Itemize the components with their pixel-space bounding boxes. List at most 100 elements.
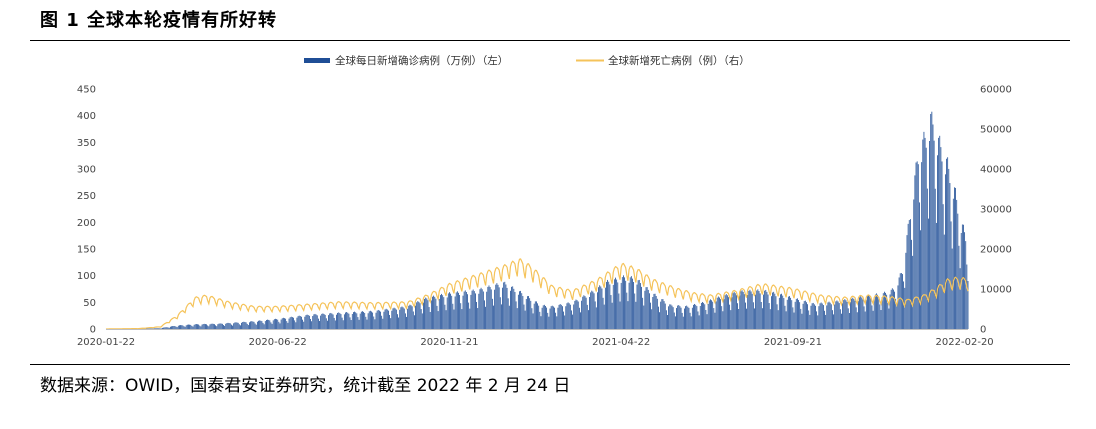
bar-day-351 (502, 287, 503, 329)
bar-day-512 (684, 308, 685, 329)
bar-day-684 (878, 296, 880, 329)
bar-day-169 (296, 317, 298, 329)
bar-day-109 (228, 323, 230, 329)
bar-day-525 (698, 315, 700, 329)
bar-day-234 (369, 310, 371, 329)
bar-day-195 (325, 318, 327, 329)
bar-day-306 (451, 295, 453, 329)
bar-day-148 (272, 320, 274, 329)
bar-day-683 (877, 294, 879, 329)
bar-day-343 (493, 305, 494, 329)
bar-day-205 (337, 312, 338, 329)
bar-day-710 (907, 223, 909, 329)
bar-day-223 (357, 317, 359, 329)
bar-day-655 (845, 300, 847, 329)
bar-day-346 (496, 283, 498, 329)
bar-day-164 (290, 316, 292, 329)
bar-day-399 (556, 316, 558, 329)
bar-day-161 (287, 322, 289, 329)
bar-day-439 (601, 288, 603, 329)
bar-day-313 (459, 295, 461, 329)
bar-day-406 (564, 315, 566, 329)
bar-day-201 (332, 314, 334, 329)
bar-day-142 (266, 319, 267, 329)
bar-day-516 (688, 307, 690, 329)
bar-day-163 (289, 317, 291, 329)
bar-day-514 (686, 305, 688, 329)
bar-day-661 (852, 297, 854, 329)
bar-day-502 (672, 307, 674, 329)
bar-day-632 (819, 303, 821, 329)
bar-day-112 (232, 325, 233, 329)
bar-day-569 (748, 290, 750, 329)
bar-day-722 (921, 162, 923, 329)
bar-day-194 (324, 314, 326, 329)
y-left-tick-label: 200 (77, 218, 96, 229)
bar-day-746 (948, 168, 950, 329)
bar-day-733 (933, 140, 935, 329)
bar-day-623 (809, 314, 811, 329)
bar-day-334 (482, 291, 484, 329)
bar-day-180 (308, 315, 310, 329)
bar-day-340 (489, 287, 491, 329)
bar-day-550 (726, 295, 728, 329)
bar-day-680 (873, 298, 875, 329)
bar-day-615 (800, 308, 802, 329)
bar-day-644 (833, 314, 834, 329)
bar-day-76 (191, 325, 193, 329)
bar-day-175 (303, 321, 305, 329)
bar-day-242 (378, 310, 380, 329)
bar-day-559 (737, 303, 738, 329)
bar-day-459 (624, 277, 625, 329)
bar-day-510 (681, 312, 683, 329)
bar-day-428 (589, 297, 590, 329)
bar-day-324 (471, 290, 473, 329)
bar-day-394 (550, 306, 552, 329)
bar-day-584 (765, 289, 767, 329)
bar-day-518 (690, 316, 692, 329)
y-left-tick-label: 300 (77, 165, 96, 176)
bar-day-144 (268, 319, 270, 329)
bar-day-579 (759, 293, 761, 329)
bar-day-630 (817, 315, 819, 329)
bar-day-127 (249, 322, 250, 329)
bar-day-572 (751, 293, 753, 329)
bar-day-429 (590, 292, 592, 329)
bar-day-358 (510, 290, 511, 329)
bar-day-752 (955, 187, 956, 329)
bar-day-91 (208, 326, 210, 329)
bar-day-451 (615, 277, 616, 329)
bar-day-560 (738, 309, 740, 329)
bar-day-151 (276, 319, 277, 329)
bar-day-443 (606, 281, 607, 329)
bar-day-282 (424, 298, 425, 329)
bar-day-120 (241, 322, 242, 329)
bar-day-379 (533, 303, 535, 329)
bar-day-437 (599, 285, 601, 329)
bar-day-480 (647, 289, 649, 329)
bar-day-654 (844, 299, 846, 329)
bar-day-762 (966, 264, 968, 329)
bar-day-738 (939, 135, 941, 329)
bar-day-604 (787, 296, 789, 329)
bar-day-363 (515, 301, 517, 329)
bar-day-539 (714, 312, 716, 329)
bar-day-657 (847, 308, 849, 329)
bar-day-592 (774, 293, 776, 329)
bar-day-602 (785, 311, 787, 329)
bar-day-425 (585, 297, 587, 329)
bar-day-542 (717, 296, 719, 329)
y-left-tick-label: 350 (77, 138, 96, 149)
bar-day-197 (328, 315, 329, 329)
bar-day-424 (584, 296, 586, 329)
bar-day-601 (784, 305, 786, 329)
bar-day-578 (758, 291, 760, 329)
bar-day-403 (560, 304, 562, 329)
bar-day-365 (517, 294, 519, 329)
bar-day-85 (201, 324, 203, 329)
bar-day-276 (417, 301, 419, 329)
y-right-tick-label: 0 (980, 325, 986, 336)
bar-day-626 (812, 302, 814, 329)
bar-day-448 (611, 302, 613, 329)
bar-day-166 (293, 317, 294, 329)
